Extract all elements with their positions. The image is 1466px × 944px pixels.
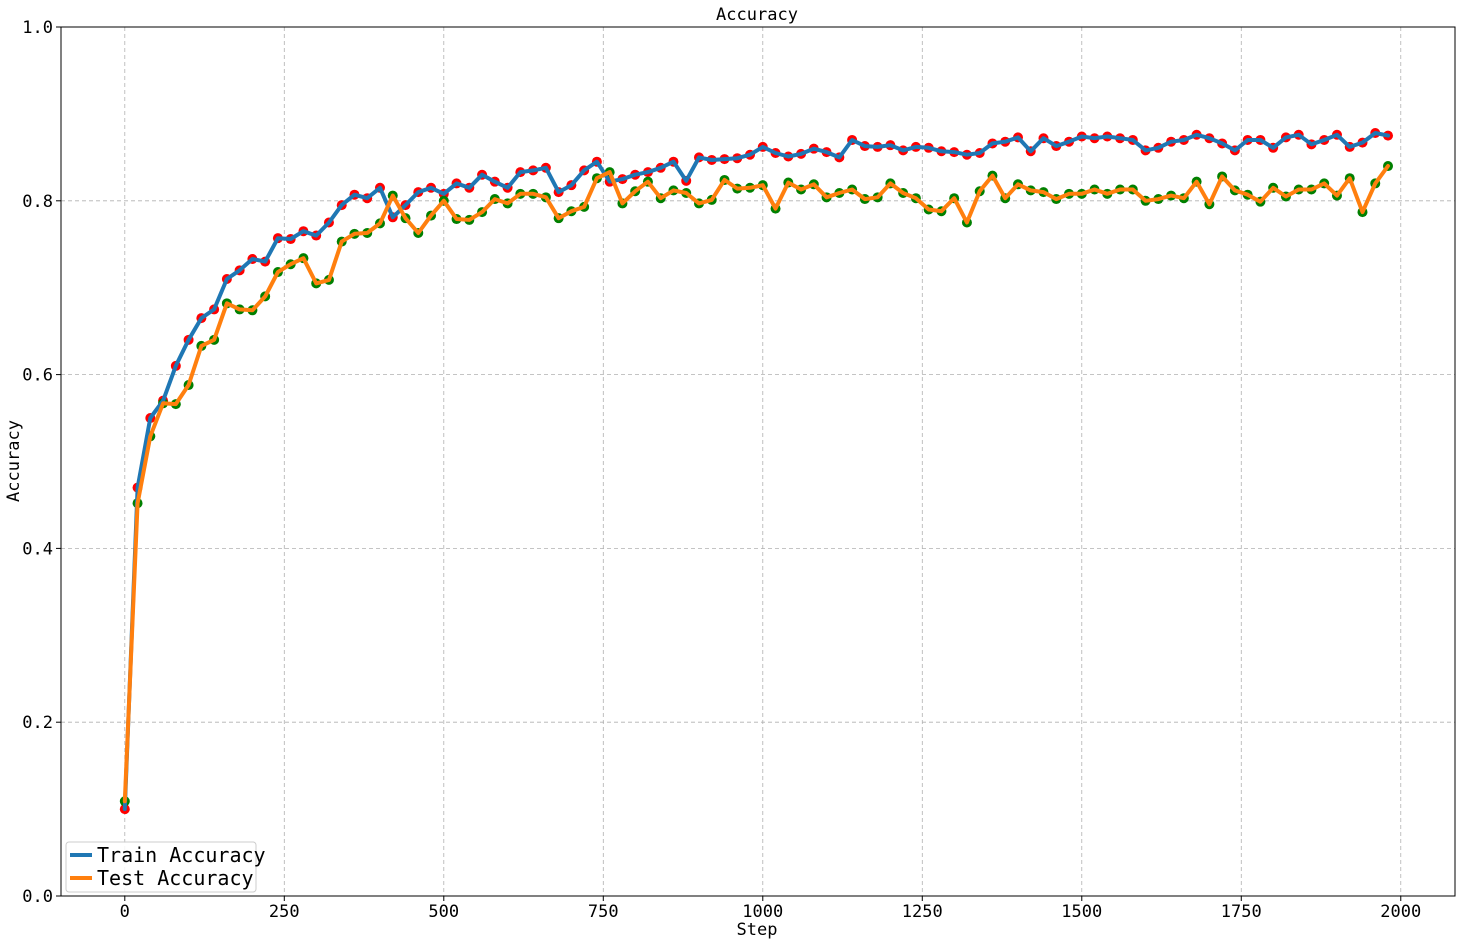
- plot-frame: [60, 26, 1456, 897]
- y-tick-label: 0.6: [22, 366, 53, 386]
- legend-label: Train Accuracy: [97, 843, 266, 867]
- x-tick-label: 2000: [1380, 902, 1421, 922]
- x-tick-label: 1500: [1061, 902, 1102, 922]
- grid: [61, 26, 1455, 897]
- x-tick-label: 750: [588, 902, 619, 922]
- x-tick-label: 250: [269, 902, 300, 922]
- x-tick-label: 1000: [742, 902, 783, 922]
- legend-box: [65, 841, 257, 893]
- series-layer: [119, 128, 1394, 815]
- y-axis-title: Accuracy: [4, 420, 24, 502]
- chart-title: Accuracy: [716, 5, 798, 25]
- x-tick-label: 0: [120, 902, 130, 922]
- train-accuracy-line: [122, 131, 1390, 812]
- train-accuracy-markers: [119, 128, 1394, 815]
- x-axis-title: Step: [737, 920, 778, 940]
- tick-layer: 0 250 500 750 1000 1250 1500 1750 2000 0.0 0.2 0.4 0…: [22, 18, 1421, 922]
- x-tick-label: 500: [428, 902, 459, 922]
- y-tick-label: 1.0: [22, 18, 53, 38]
- y-tick-label: 0.2: [22, 713, 53, 733]
- y-tick-label: 0.8: [22, 192, 53, 212]
- y-tick-label: 0.4: [22, 539, 53, 559]
- x-tick-label: 1250: [902, 902, 943, 922]
- legend-label: Test Accuracy: [97, 866, 254, 890]
- y-tick-label: 0.0: [22, 887, 53, 907]
- x-tick-label: 1750: [1221, 902, 1262, 922]
- test-accuracy-markers: [119, 161, 1394, 807]
- test-accuracy-line: [122, 164, 1390, 804]
